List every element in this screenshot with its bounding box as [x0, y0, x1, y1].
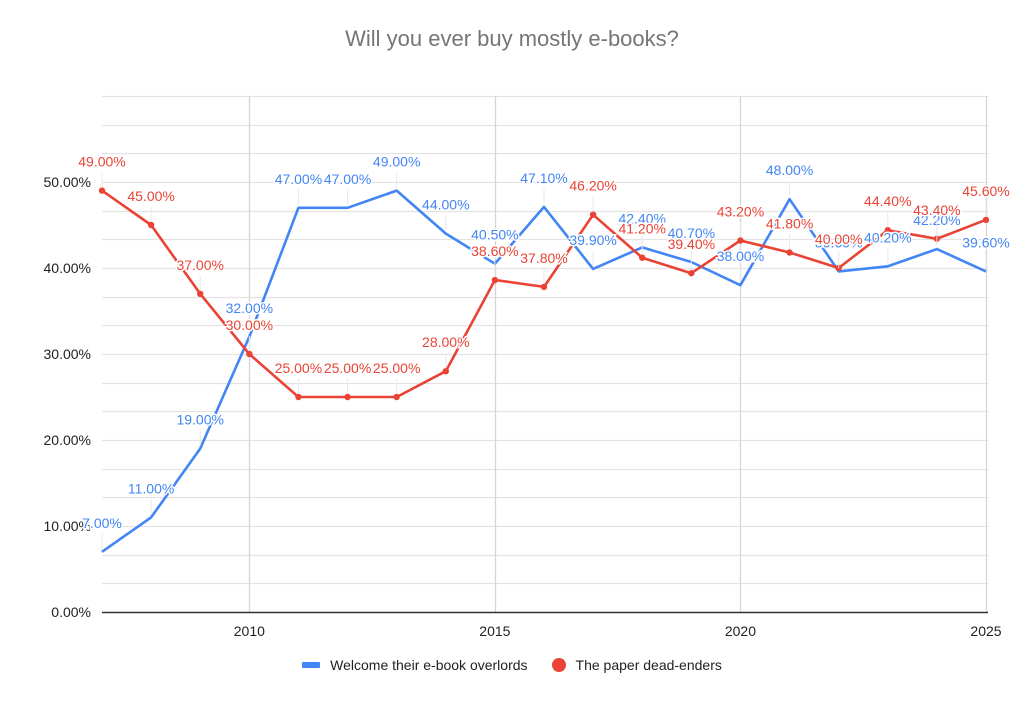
legend-item-paper[interactable]: The paper dead-enders — [551, 657, 722, 673]
legend-item-ebook[interactable]: Welcome their e-book overlords — [302, 657, 528, 673]
data-label: 45.00% — [127, 188, 174, 204]
data-label: 41.20% — [618, 221, 665, 237]
data-label: 42.20% — [913, 212, 960, 228]
data-point — [393, 393, 400, 401]
data-label: 43.40% — [913, 202, 960, 218]
data-point — [442, 368, 449, 375]
x-tick-label: 2025 — [970, 623, 1001, 639]
data-label: 19.00% — [176, 412, 223, 428]
data-point — [737, 237, 744, 244]
data-point — [884, 226, 891, 234]
data-label: 11.00% — [128, 480, 174, 496]
data-point — [344, 393, 351, 401]
data-point — [688, 269, 695, 277]
data-point — [246, 350, 253, 358]
data-label: 28.00% — [422, 334, 469, 350]
data-label: 38.60% — [471, 243, 518, 259]
data-label: 39.60% — [962, 234, 1009, 250]
data-point — [589, 211, 597, 218]
data-label: 46.20% — [569, 178, 616, 194]
chart-title: Will you ever buy mostly e-books? — [345, 26, 679, 51]
data-point — [98, 187, 106, 194]
data-label: 25.00% — [324, 360, 371, 376]
legend-dot-swatch-icon — [551, 658, 566, 672]
y-tick-label: 40.00% — [44, 260, 91, 276]
data-label: 7.00% — [82, 515, 122, 531]
x-tick-label: 2015 — [479, 623, 510, 639]
x-tick-label: 2020 — [725, 623, 756, 639]
y-tick-label: 0.00% — [51, 604, 91, 620]
data-label: 44.40% — [864, 193, 911, 209]
data-point — [197, 290, 204, 297]
data-label: 47.00% — [275, 171, 322, 187]
y-tick-label: 30.00% — [44, 346, 91, 362]
legend-label: The paper dead-enders — [575, 657, 722, 673]
data-label: 48.00% — [766, 162, 813, 178]
data-label: 25.00% — [373, 360, 420, 376]
data-label: 49.00% — [373, 154, 420, 170]
data-label: 32.00% — [226, 300, 273, 316]
data-point — [147, 221, 155, 229]
data-label: 47.00% — [324, 171, 371, 187]
data-label: 39.40% — [668, 236, 715, 252]
data-label: 49.00% — [78, 154, 125, 170]
data-point — [540, 283, 548, 291]
data-label: 42.40% — [618, 210, 665, 226]
data-point — [295, 393, 302, 401]
data-label: 37.80% — [520, 250, 567, 266]
legend-label: Welcome their e-book overlords — [330, 657, 528, 673]
y-tick-label: 10.00% — [44, 518, 91, 534]
data-label: 39.60% — [815, 234, 862, 250]
data-label: 40.70% — [668, 225, 715, 241]
series-line-1 — [101, 189, 987, 399]
y-tick-label: 20.00% — [44, 432, 91, 448]
data-label: 40.50% — [471, 227, 518, 243]
data-point — [786, 249, 793, 256]
data-point — [982, 216, 990, 224]
data-point — [639, 254, 646, 261]
data-label: 47.10% — [520, 170, 567, 186]
data-label: 44.00% — [422, 197, 469, 213]
data-label: 40.20% — [864, 229, 911, 245]
data-label: 25.00% — [275, 360, 322, 376]
data-label: 38.00% — [717, 248, 764, 264]
data-label: 43.20% — [717, 203, 764, 219]
legend: Welcome their e-book overlords The paper… — [0, 657, 1024, 673]
data-label: 39.90% — [569, 232, 616, 248]
x-tick-label: 2010 — [234, 623, 265, 639]
data-label: 45.60% — [962, 183, 1009, 199]
data-point — [491, 276, 499, 284]
y-tick-label: 50.00% — [44, 174, 91, 190]
data-label: 41.80% — [766, 216, 813, 232]
data-label: 40.00% — [815, 231, 862, 247]
legend-line-swatch-icon — [302, 662, 321, 668]
data-label: 37.00% — [176, 257, 223, 273]
data-label: 30.00% — [226, 317, 273, 333]
